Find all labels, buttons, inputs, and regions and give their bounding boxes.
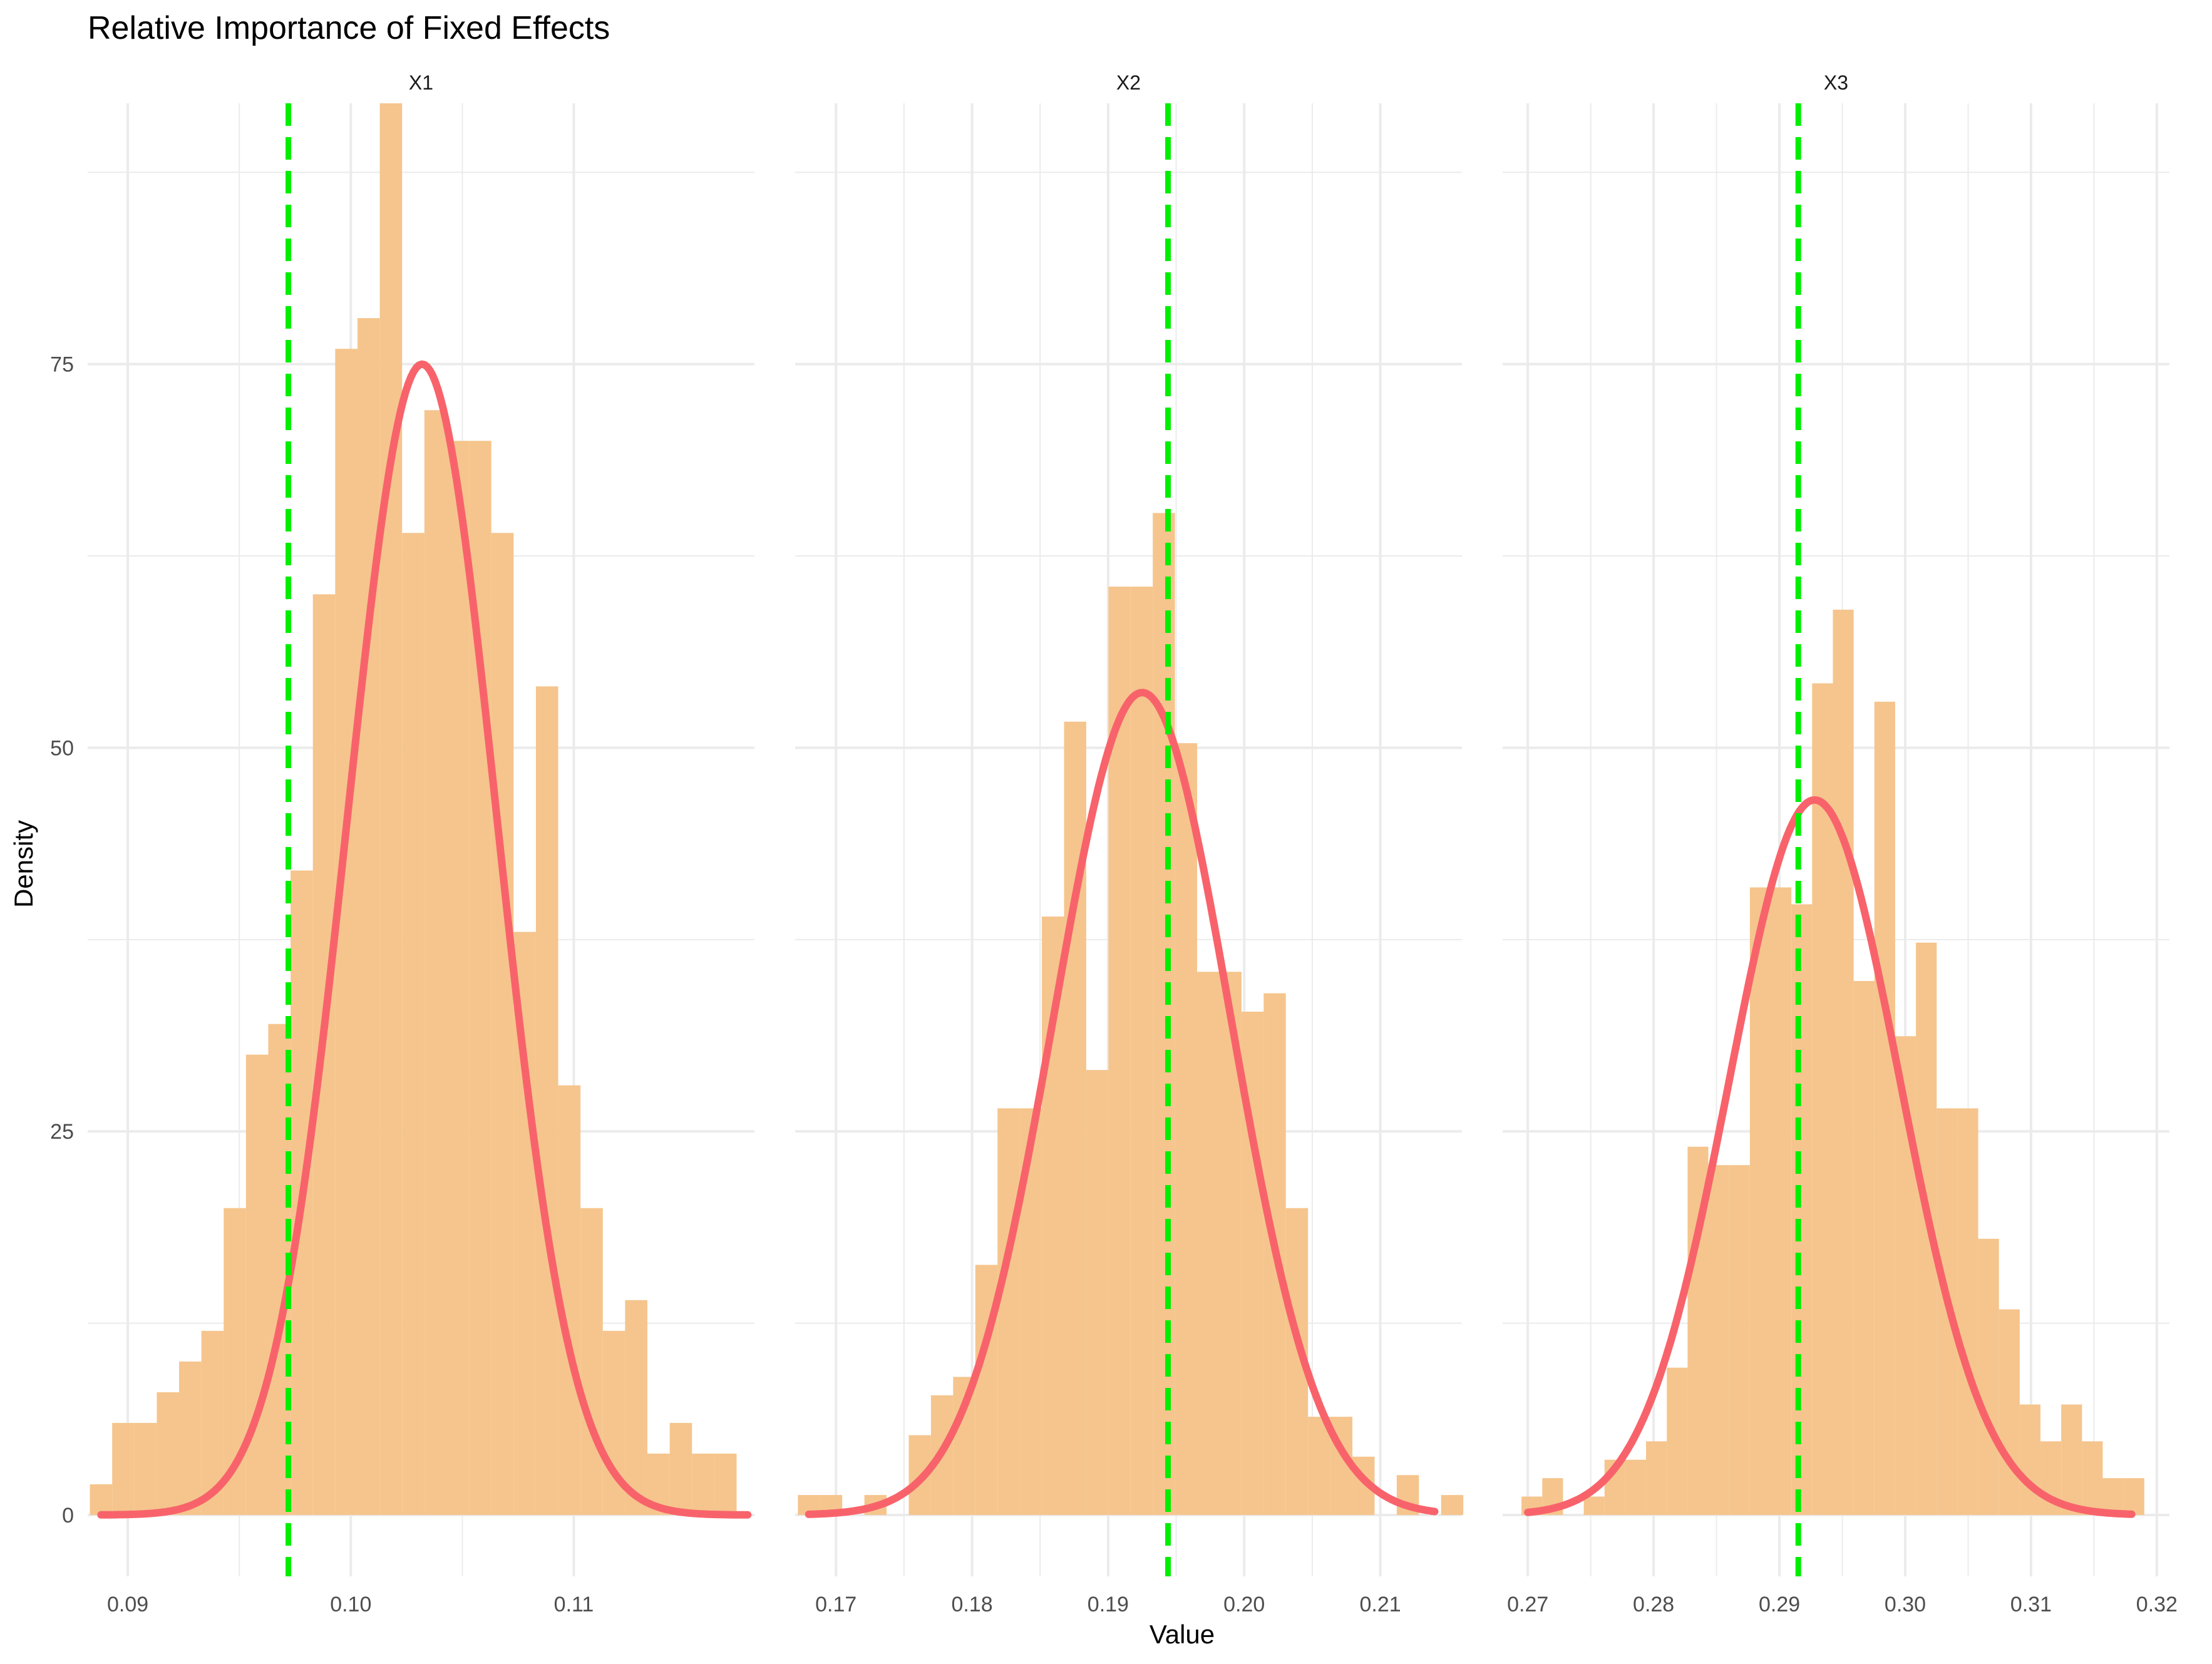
histogram-bar bbox=[1197, 972, 1220, 1515]
histogram-bar bbox=[491, 533, 514, 1515]
histogram-bar bbox=[2082, 1441, 2103, 1515]
histogram-bar bbox=[179, 1361, 202, 1515]
histogram-bar bbox=[1729, 1165, 1750, 1515]
histogram-bar bbox=[1308, 1417, 1330, 1515]
facet-panel-x3: X3 0.27 0.28 0.29 0.30 0.31 0.32 bbox=[1503, 71, 2178, 1616]
histogram-bar bbox=[1175, 743, 1198, 1515]
histogram-bar bbox=[357, 318, 380, 1515]
density-curve bbox=[805, 689, 1439, 1518]
histogram-bar bbox=[1771, 887, 1792, 1515]
y-tick-label: 50 bbox=[50, 736, 74, 760]
histogram-bar bbox=[1667, 1367, 1688, 1515]
facet-strip-label: X2 bbox=[1116, 71, 1141, 94]
histogram-bar bbox=[1791, 904, 1813, 1515]
histogram-bar bbox=[1086, 1070, 1109, 1515]
histogram-bar bbox=[134, 1422, 157, 1515]
histogram-bar bbox=[1978, 1238, 1999, 1515]
histogram-bar bbox=[1441, 1495, 1464, 1515]
histogram-bar bbox=[2061, 1404, 2082, 1515]
histogram-bar bbox=[245, 1054, 269, 1515]
facet-panels: X1 0.09 0.10 0.11 X2 0.17 0.18 0.19 0.20 0.21 X3 0.… bbox=[88, 71, 2178, 1616]
histogram-bar bbox=[535, 686, 558, 1515]
histogram-bar bbox=[402, 533, 424, 1515]
histogram-bar bbox=[625, 1300, 648, 1515]
histogram-bar bbox=[1853, 980, 1875, 1515]
histogram-bar bbox=[692, 1453, 714, 1515]
histogram-bar bbox=[1812, 683, 1833, 1515]
histogram-bar bbox=[997, 1108, 1020, 1515]
x-tick-label: 0.09 bbox=[107, 1593, 148, 1616]
facet-panel-x2: X2 0.17 0.18 0.19 0.20 0.21 bbox=[795, 71, 1464, 1616]
x-tick-label: 0.17 bbox=[815, 1593, 857, 1616]
y-tick-label: 0 bbox=[62, 1504, 74, 1528]
x-tick-label: 0.19 bbox=[1088, 1593, 1129, 1616]
density-curve bbox=[1524, 796, 2136, 1518]
histogram-bar bbox=[1749, 887, 1771, 1515]
x-tick-label: 0.21 bbox=[1359, 1593, 1401, 1616]
chart-title: Relative Importance of Fixed Effects bbox=[88, 10, 610, 46]
x-tick-label: 0.27 bbox=[1507, 1593, 1548, 1616]
histogram-bar bbox=[2102, 1478, 2124, 1515]
histogram-bar bbox=[90, 1484, 113, 1515]
histogram-bar bbox=[580, 1208, 603, 1515]
histogram-bar bbox=[424, 410, 447, 1515]
y-tick-label: 25 bbox=[50, 1120, 74, 1144]
histogram-bar bbox=[669, 1422, 692, 1515]
histogram-bar bbox=[1874, 701, 1895, 1515]
x-tick-label: 0.20 bbox=[1223, 1593, 1265, 1616]
x-tick-label: 0.10 bbox=[330, 1593, 371, 1616]
histogram-bar bbox=[335, 349, 358, 1515]
histogram-bar bbox=[1833, 609, 1854, 1515]
x-tick-label: 0.28 bbox=[1633, 1593, 1674, 1616]
histogram-bar bbox=[1999, 1309, 2020, 1515]
histogram-bar bbox=[1583, 1496, 1605, 1515]
histogram-bar bbox=[1646, 1441, 1667, 1515]
facet-strip-label: X3 bbox=[1824, 71, 1848, 94]
histogram-bar bbox=[2123, 1478, 2144, 1515]
y-axis-ticks: 0 25 50 75 bbox=[50, 353, 74, 1528]
histogram-bar bbox=[1153, 513, 1175, 1515]
histogram-bar bbox=[1957, 1108, 1978, 1515]
x-axis-title: Value bbox=[1150, 1620, 1215, 1649]
x-tick-label: 0.31 bbox=[2010, 1593, 2052, 1616]
histogram-bar bbox=[1130, 587, 1153, 1515]
x-tick-label: 0.32 bbox=[2136, 1593, 2178, 1616]
x-tick-label: 0.29 bbox=[1759, 1593, 1800, 1616]
facet-panel-x1: X1 0.09 0.10 0.11 bbox=[88, 71, 754, 1616]
histogram-bar bbox=[714, 1453, 737, 1515]
histogram-bar bbox=[1708, 1165, 1729, 1515]
x-tick-label: 0.30 bbox=[1885, 1593, 1926, 1616]
facet-strip-label: X1 bbox=[409, 71, 433, 94]
x-tick-label: 0.11 bbox=[554, 1593, 594, 1616]
histogram-bar bbox=[157, 1392, 180, 1515]
y-tick-label: 75 bbox=[50, 353, 74, 377]
density-curve bbox=[97, 360, 752, 1519]
histogram-bar bbox=[1625, 1459, 1647, 1515]
histogram-bar bbox=[379, 103, 403, 1515]
x-tick-label: 0.18 bbox=[951, 1593, 992, 1616]
histogram-bar bbox=[112, 1422, 135, 1515]
histogram-bar bbox=[2019, 1404, 2041, 1515]
y-axis-title: Density bbox=[9, 820, 38, 908]
histogram-bar bbox=[446, 441, 470, 1515]
